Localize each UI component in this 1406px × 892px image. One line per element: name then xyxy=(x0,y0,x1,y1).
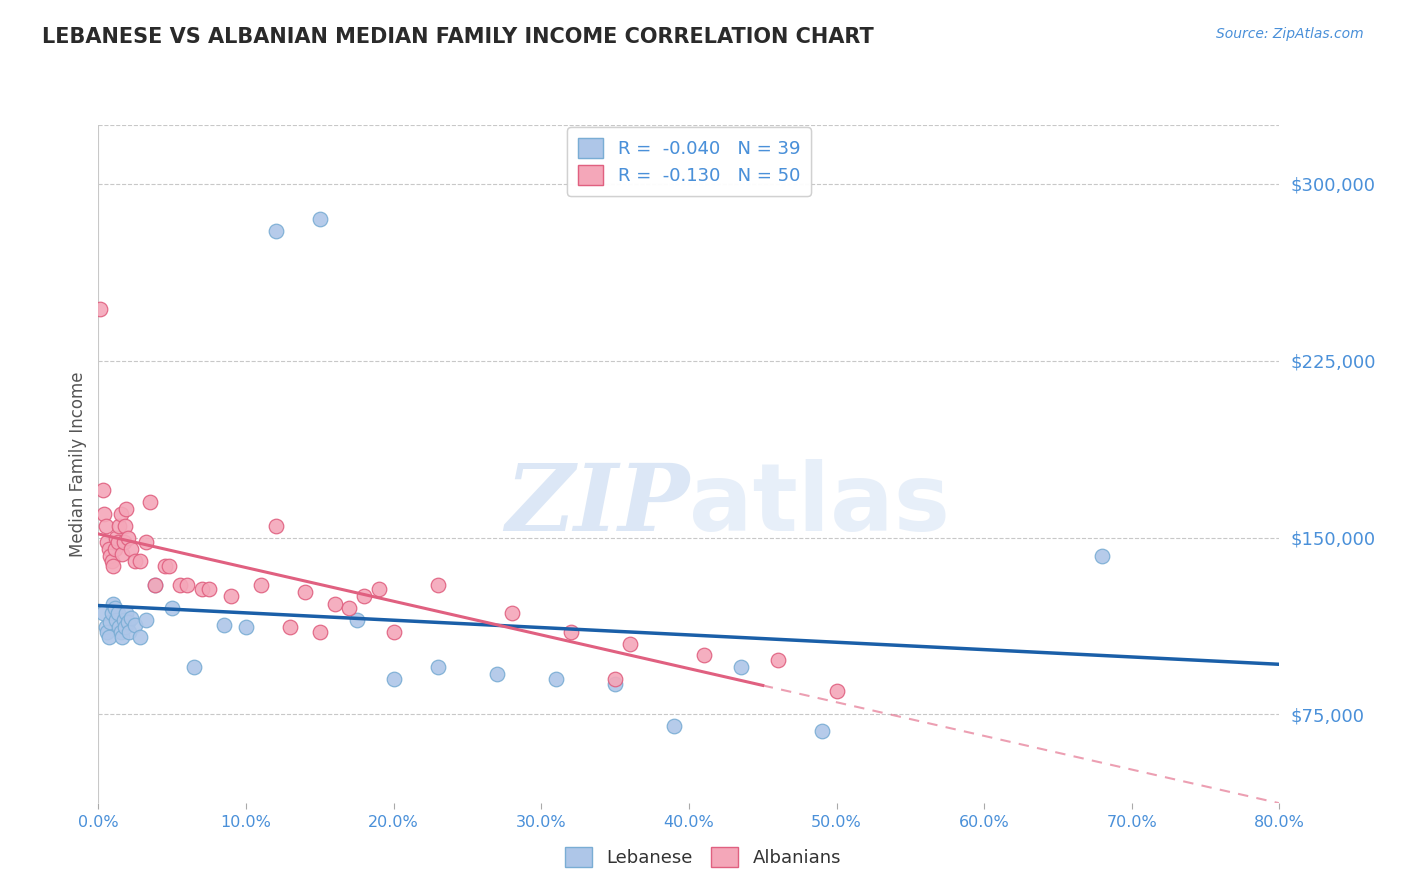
Point xyxy=(111,630,134,644)
Point xyxy=(100,554,122,568)
Point xyxy=(157,558,180,573)
Point xyxy=(93,507,115,521)
Point xyxy=(120,542,142,557)
Point xyxy=(100,606,122,620)
Point xyxy=(486,667,509,681)
Point xyxy=(135,535,157,549)
Point xyxy=(250,577,273,591)
Point xyxy=(153,558,176,573)
Legend: R =  -0.040   N = 39, R =  -0.130   N = 50: R = -0.040 N = 39, R = -0.130 N = 50 xyxy=(567,128,811,196)
Point xyxy=(382,624,405,639)
Point xyxy=(94,620,117,634)
Point xyxy=(128,630,150,644)
Point xyxy=(346,613,368,627)
Point xyxy=(323,597,346,611)
Point xyxy=(115,606,138,620)
Point xyxy=(1091,549,1114,564)
Point xyxy=(139,495,162,509)
Point xyxy=(191,582,214,597)
Point xyxy=(143,577,166,591)
Point xyxy=(117,531,139,545)
Text: Source: ZipAtlas.com: Source: ZipAtlas.com xyxy=(1216,27,1364,41)
Point xyxy=(427,577,450,591)
Point xyxy=(105,531,128,545)
Point xyxy=(730,660,752,674)
Point xyxy=(98,549,121,564)
Point xyxy=(294,584,316,599)
Point xyxy=(118,624,141,639)
Point xyxy=(176,577,198,591)
Point xyxy=(114,620,136,634)
Point xyxy=(89,301,111,316)
Text: LEBANESE VS ALBANIAN MEDIAN FAMILY INCOME CORRELATION CHART: LEBANESE VS ALBANIAN MEDIAN FAMILY INCOM… xyxy=(42,27,875,46)
Point xyxy=(96,624,118,639)
Point xyxy=(103,597,125,611)
Point xyxy=(264,518,287,533)
Point xyxy=(98,615,121,630)
Point xyxy=(353,590,375,604)
Point xyxy=(169,577,191,591)
Point xyxy=(104,601,127,615)
Point xyxy=(91,483,114,498)
Point xyxy=(825,683,848,698)
Point xyxy=(766,653,789,667)
Point xyxy=(198,582,221,597)
Point xyxy=(309,624,332,639)
Point xyxy=(105,613,128,627)
Point xyxy=(96,535,118,549)
Point xyxy=(97,542,120,557)
Point xyxy=(235,620,257,634)
Point xyxy=(560,624,582,639)
Point xyxy=(117,615,139,630)
Text: ZIP: ZIP xyxy=(505,459,689,549)
Point xyxy=(124,617,146,632)
Point xyxy=(382,672,405,686)
Point xyxy=(162,601,183,615)
Point xyxy=(278,620,302,634)
Point xyxy=(115,502,138,516)
Point xyxy=(135,613,157,627)
Point xyxy=(104,542,127,557)
Point xyxy=(91,606,114,620)
Point xyxy=(546,672,568,686)
Point xyxy=(605,677,627,691)
Point xyxy=(605,672,627,686)
Point xyxy=(108,620,131,634)
Point xyxy=(112,613,135,627)
Point xyxy=(120,610,142,624)
Point xyxy=(693,648,716,663)
Point xyxy=(108,518,131,533)
Point xyxy=(264,224,287,238)
Point xyxy=(110,624,132,639)
Point xyxy=(107,535,129,549)
Point xyxy=(664,719,686,733)
Point xyxy=(619,637,641,651)
Point xyxy=(427,660,450,674)
Point xyxy=(143,577,166,591)
Point xyxy=(183,660,205,674)
Point xyxy=(128,554,150,568)
Point xyxy=(107,606,129,620)
Point xyxy=(97,630,120,644)
Point xyxy=(309,212,332,227)
Point xyxy=(111,547,134,561)
Point xyxy=(112,535,135,549)
Y-axis label: Median Family Income: Median Family Income xyxy=(69,371,87,557)
Point xyxy=(114,518,136,533)
Text: atlas: atlas xyxy=(689,458,950,550)
Point xyxy=(219,590,242,604)
Point xyxy=(103,558,125,573)
Legend: Lebanese, Albanians: Lebanese, Albanians xyxy=(558,839,848,874)
Point xyxy=(810,723,832,738)
Point xyxy=(94,518,117,533)
Point xyxy=(212,617,235,632)
Point xyxy=(124,554,146,568)
Point xyxy=(501,606,523,620)
Point xyxy=(368,582,391,597)
Point xyxy=(339,601,360,615)
Point xyxy=(110,507,132,521)
